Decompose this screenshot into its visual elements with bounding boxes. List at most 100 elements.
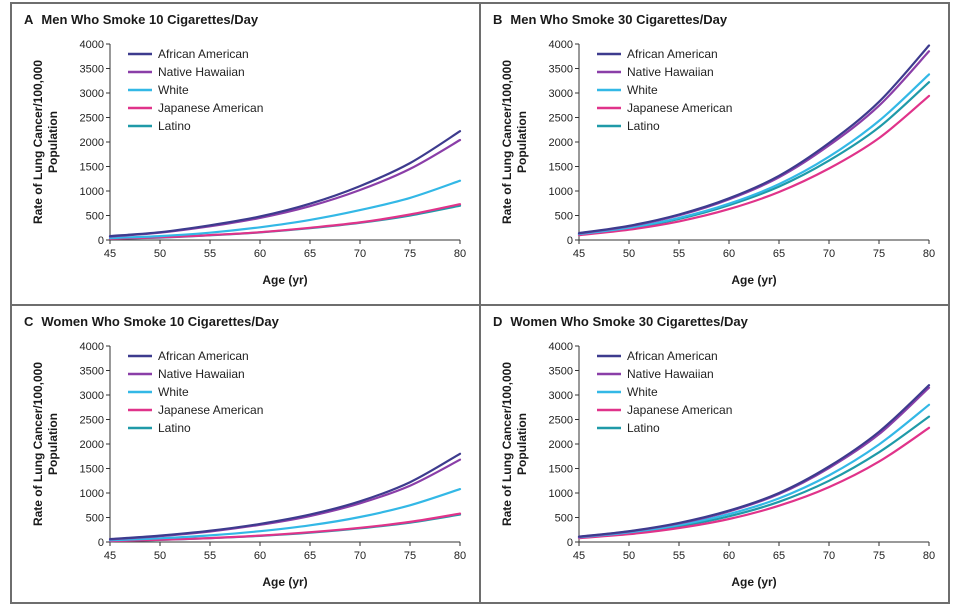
panel-letter: B bbox=[493, 12, 502, 27]
series-line-white bbox=[108, 179, 462, 240]
legend-label: African American bbox=[158, 47, 249, 61]
panel-b: B Men Who Smoke 30 Cigarettes/Day 0 500 1000… bbox=[479, 2, 950, 306]
x-tick-label: 70 bbox=[354, 550, 366, 562]
chart-svg: D Women Who Smoke 30 Cigarettes/Day 0 500 10… bbox=[493, 314, 935, 589]
y-tick-label: 2500 bbox=[80, 415, 104, 427]
legend-label: Native Hawaiian bbox=[627, 65, 714, 79]
y-tick-label: 4000 bbox=[80, 341, 104, 353]
y-axis-label-line1: Rate of Lung Cancer/100,000 bbox=[500, 60, 514, 224]
legend-label: White bbox=[627, 83, 658, 97]
series-line-african-american bbox=[577, 384, 931, 538]
y-tick-label: 2000 bbox=[549, 137, 573, 149]
x-tick-label: 60 bbox=[254, 550, 266, 562]
x-tick-label: 50 bbox=[154, 550, 166, 562]
legend-label: African American bbox=[158, 349, 249, 363]
legend-label: African American bbox=[627, 349, 718, 363]
panel-letter: A bbox=[24, 12, 34, 27]
series-line-japanese-american bbox=[108, 512, 462, 543]
panel-title: C Women Who Smoke 10 Cigarettes/Day bbox=[24, 314, 280, 329]
y-tick-label: 3500 bbox=[549, 366, 573, 378]
y-axis-label-line1: Rate of Lung Cancer/100,000 bbox=[31, 362, 45, 526]
panel-a: A Men Who Smoke 10 Cigarettes/Day 0 500 1000… bbox=[10, 2, 481, 306]
y-tick-label: 3000 bbox=[80, 88, 104, 100]
x-tick-label: 60 bbox=[723, 248, 735, 260]
y-axis-label-line1: Rate of Lung Cancer/100,000 bbox=[500, 362, 514, 526]
x-tick-label: 75 bbox=[873, 248, 885, 260]
y-tick-label: 3000 bbox=[80, 390, 104, 402]
x-tick-label: 80 bbox=[454, 550, 466, 562]
x-tick-label: 60 bbox=[723, 550, 735, 562]
legend-label: White bbox=[158, 83, 189, 97]
legend: African American Native Hawaiian White Japa… bbox=[128, 349, 263, 435]
y-tick-label: 2500 bbox=[549, 113, 573, 125]
y-tick-label: 1500 bbox=[80, 162, 104, 174]
x-tick-label: 45 bbox=[573, 248, 585, 260]
x-axis-label: Age (yr) bbox=[731, 575, 776, 589]
x-tick-label: 55 bbox=[673, 550, 685, 562]
x-tick-label: 80 bbox=[923, 248, 935, 260]
y-tick-label: 1500 bbox=[549, 464, 573, 476]
x-tick-label: 55 bbox=[204, 550, 216, 562]
x-tick-label: 70 bbox=[823, 550, 835, 562]
panel-title: D Women Who Smoke 30 Cigarettes/Day bbox=[493, 314, 749, 329]
y-axis-label-line2: Population bbox=[515, 413, 529, 475]
legend-label: White bbox=[158, 385, 189, 399]
legend-label: Japanese American bbox=[158, 101, 263, 115]
legend-label: Latino bbox=[627, 119, 660, 133]
y-tick-label: 2000 bbox=[80, 439, 104, 451]
x-tick-label: 45 bbox=[104, 550, 116, 562]
x-tick-label: 75 bbox=[404, 550, 416, 562]
y-tick-label: 4000 bbox=[549, 341, 573, 353]
x-axis-label: Age (yr) bbox=[731, 273, 776, 287]
legend-label: Native Hawaiian bbox=[158, 65, 245, 79]
x-axis-label: Age (yr) bbox=[262, 575, 307, 589]
y-tick-label: 2500 bbox=[80, 113, 104, 125]
series-line-african-american bbox=[108, 452, 462, 541]
series-line-african-american bbox=[577, 44, 931, 235]
x-tick-label: 70 bbox=[354, 248, 366, 260]
y-tick-label: 4000 bbox=[80, 39, 104, 51]
y-tick-label: 3500 bbox=[549, 64, 573, 76]
panel-title: B Men Who Smoke 30 Cigarettes/Day bbox=[493, 12, 728, 27]
x-tick-label: 70 bbox=[823, 248, 835, 260]
legend-label: Native Hawaiian bbox=[158, 367, 245, 381]
y-tick-label: 3000 bbox=[549, 88, 573, 100]
y-tick-label: 0 bbox=[98, 537, 104, 549]
series-line-white bbox=[577, 73, 931, 236]
y-axis-label-line2: Population bbox=[46, 413, 60, 475]
panel-d: D Women Who Smoke 30 Cigarettes/Day 0 500 10… bbox=[479, 304, 950, 604]
figure: A Men Who Smoke 10 Cigarettes/Day 0 500 1000… bbox=[10, 2, 950, 604]
x-tick-label: 60 bbox=[254, 248, 266, 260]
y-tick-label: 1000 bbox=[80, 488, 104, 500]
y-tick-label: 4000 bbox=[549, 39, 573, 51]
y-tick-label: 0 bbox=[567, 537, 573, 549]
series-line-african-american bbox=[108, 130, 462, 238]
series-line-japanese-american bbox=[108, 203, 462, 240]
legend: African American Native Hawaiian White Japa… bbox=[597, 349, 732, 435]
panel-letter: D bbox=[493, 314, 502, 329]
series-line-japanese-american bbox=[577, 426, 931, 540]
series-line-white bbox=[108, 488, 462, 542]
y-tick-label: 3500 bbox=[80, 366, 104, 378]
x-tick-label: 65 bbox=[773, 248, 785, 260]
x-tick-label: 75 bbox=[873, 550, 885, 562]
y-tick-label: 500 bbox=[86, 211, 104, 223]
y-tick-label: 3000 bbox=[549, 390, 573, 402]
y-tick-label: 1500 bbox=[80, 464, 104, 476]
y-tick-label: 3500 bbox=[80, 64, 104, 76]
y-tick-label: 2000 bbox=[549, 439, 573, 451]
legend-label: Japanese American bbox=[627, 101, 732, 115]
x-tick-label: 45 bbox=[104, 248, 116, 260]
panel-letter: C bbox=[24, 314, 34, 329]
legend-label: African American bbox=[627, 47, 718, 61]
chart-svg: C Women Who Smoke 10 Cigarettes/Day 0 500 10… bbox=[24, 314, 466, 589]
series-line-native-hawaiian bbox=[108, 138, 462, 238]
x-tick-label: 65 bbox=[304, 248, 316, 260]
x-tick-label: 45 bbox=[573, 550, 585, 562]
y-tick-label: 500 bbox=[555, 513, 573, 525]
x-tick-label: 80 bbox=[454, 248, 466, 260]
y-tick-label: 1500 bbox=[549, 162, 573, 174]
y-tick-label: 1000 bbox=[80, 186, 104, 198]
y-tick-label: 0 bbox=[567, 235, 573, 247]
y-tick-label: 1000 bbox=[549, 186, 573, 198]
